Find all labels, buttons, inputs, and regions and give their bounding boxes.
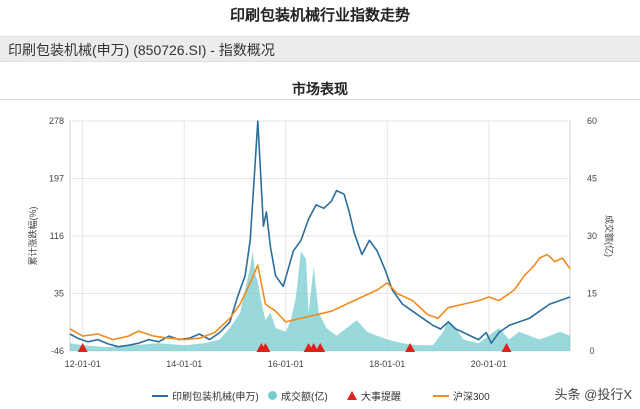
legend-line-swatch (152, 394, 168, 397)
legend-line-swatch (433, 394, 449, 397)
legend-item-hs300[interactable]: 沪深300 (433, 388, 490, 403)
legend-label: 成交额(亿) (281, 392, 328, 403)
index-overview-title: 印刷包装机械(申万) (850726.SI) - 指数概况 (8, 42, 275, 58)
y-left-tick-label: 278 (49, 116, 64, 126)
x-tick-label: 14-01-01 (166, 359, 202, 369)
legend-item-volume[interactable]: 成交额(亿) (268, 388, 328, 403)
y-left-tick-label: 197 (49, 174, 64, 184)
y-right-tick-label: 30 (587, 231, 597, 241)
legend-item-events[interactable]: 大事提醒 (347, 388, 401, 403)
y-right-tick-label: 15 (587, 289, 597, 299)
event-marker-triangle (405, 343, 416, 352)
page-title: 印刷包装机械行业指数走势 (229, 7, 410, 24)
x-tick-label: 16-01-01 (268, 359, 304, 369)
event-marker-triangle (308, 343, 319, 352)
volume-area (70, 251, 570, 351)
legend-item-index[interactable]: 印刷包装机械(申万) (152, 388, 259, 403)
y-right-tick-label: 0 (589, 346, 594, 356)
section-divider (0, 99, 640, 100)
event-marker-triangle (501, 343, 512, 352)
y-right-tick-label: 45 (587, 174, 597, 184)
y-left-axis-label: 累计涨跌幅(%) (27, 207, 38, 266)
x-tick-label: 12-01-01 (65, 359, 101, 369)
watermark: 头条 @投行X (554, 387, 632, 402)
y-left-tick-label: 35 (54, 289, 64, 299)
x-tick-label: 18-01-01 (369, 359, 405, 369)
event-marker-triangle (77, 343, 88, 352)
legend-dot-swatch (268, 391, 277, 400)
legend-label: 大事提醒 (361, 392, 401, 403)
section-title: 市场表现 (292, 81, 348, 97)
index-line (69, 120, 571, 348)
y-left-tick-label: 116 (50, 231, 64, 241)
x-tick-label: 20-01-01 (471, 359, 507, 369)
index-overview-bar: 印刷包装机械(申万) (850726.SI) - 指数概况 (0, 36, 640, 62)
y-right-axis-label: 成交额(亿) (604, 215, 615, 257)
y-left-tick-label: -46 (51, 346, 64, 356)
legend-triangle-icon (347, 391, 357, 400)
legend-label: 沪深300 (453, 392, 490, 403)
hs300-line (69, 253, 571, 341)
event-marker-triangle (260, 343, 271, 352)
y-right-tick-label: 60 (587, 116, 597, 126)
legend-label: 印刷包装机械(申万) (172, 392, 259, 403)
event-marker-triangle (315, 343, 326, 352)
